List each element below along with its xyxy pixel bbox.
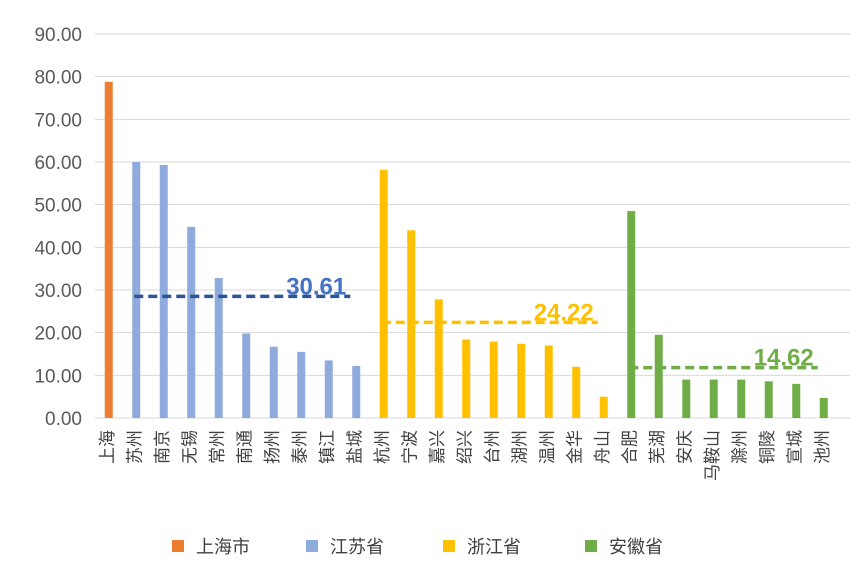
legend: 上海市 江苏省 浙江省 安徽省 bbox=[172, 537, 663, 558]
average-label: 14.62 bbox=[754, 345, 814, 372]
bar bbox=[489, 341, 498, 418]
bar bbox=[352, 365, 361, 418]
bar bbox=[764, 381, 773, 418]
category-label: 扬州 bbox=[263, 430, 283, 464]
legend-swatch bbox=[443, 540, 455, 552]
category-label: 合肥 bbox=[620, 430, 640, 464]
bar bbox=[269, 346, 278, 418]
bar bbox=[132, 162, 141, 418]
category-label: 宁波 bbox=[400, 430, 420, 464]
bar bbox=[737, 379, 746, 418]
bar bbox=[544, 345, 553, 418]
y-tick-label: 90.00 bbox=[34, 25, 82, 46]
category-label: 宣城 bbox=[785, 430, 805, 464]
bar bbox=[792, 383, 801, 418]
y-tick-label: 10.00 bbox=[34, 366, 82, 387]
average-label: 24.22 bbox=[534, 299, 594, 326]
y-tick-label: 40.00 bbox=[34, 238, 82, 259]
bar bbox=[434, 299, 443, 418]
bar bbox=[654, 334, 663, 418]
category-label: 苏州 bbox=[125, 430, 145, 464]
category-label: 温州 bbox=[538, 430, 558, 464]
bar bbox=[709, 379, 718, 418]
category-label: 湖州 bbox=[510, 430, 530, 464]
legend-swatch bbox=[172, 540, 184, 552]
bar bbox=[214, 278, 223, 418]
y-axis-ticks: 0.00 10.00 20.00 30.00 40.00 50.00 60.00 70.00 8… bbox=[34, 25, 82, 430]
category-label: 上海 bbox=[98, 430, 118, 464]
category-label: 泰州 bbox=[290, 430, 310, 464]
category-label: 舟山 bbox=[593, 430, 613, 464]
category-labels: 上海 苏州 南京 无锡 常州 南通 扬州 泰州 镇江 盐城 杭州 宁波 嘉兴 绍兴 台州 湖州 温州 金华 舟山 合肥… bbox=[98, 430, 833, 481]
legend-label: 上海市 bbox=[196, 537, 250, 558]
y-tick-label: 60.00 bbox=[34, 153, 82, 174]
bar bbox=[242, 333, 251, 418]
category-label: 常州 bbox=[208, 430, 228, 464]
bar bbox=[682, 379, 691, 418]
category-label: 绍兴 bbox=[455, 430, 475, 464]
category-label: 台州 bbox=[483, 430, 503, 464]
average-label: 30.61 bbox=[286, 273, 346, 300]
bar bbox=[187, 226, 196, 418]
legend-label: 浙江省 bbox=[467, 537, 521, 558]
category-label: 马鞍山 bbox=[703, 430, 723, 481]
bar bbox=[599, 396, 608, 418]
y-tick-label: 20.00 bbox=[34, 324, 82, 345]
bar bbox=[819, 397, 828, 418]
category-label: 嘉兴 bbox=[428, 430, 448, 464]
bar bbox=[572, 366, 581, 418]
legend-swatch bbox=[306, 540, 318, 552]
category-label: 芜湖 bbox=[648, 430, 668, 464]
category-label: 杭州 bbox=[373, 430, 393, 464]
bar bbox=[324, 360, 333, 418]
y-tick-label: 30.00 bbox=[34, 281, 82, 302]
y-tick-label: 80.00 bbox=[34, 68, 82, 89]
category-label: 南京 bbox=[153, 430, 173, 464]
category-label: 无锡 bbox=[180, 430, 200, 464]
category-label: 镇江 bbox=[318, 430, 338, 464]
category-label: 池州 bbox=[813, 430, 833, 464]
category-label: 滁州 bbox=[730, 430, 750, 464]
category-label: 铜陵 bbox=[758, 430, 778, 464]
category-label: 金华 bbox=[565, 430, 585, 464]
category-label: 南通 bbox=[235, 430, 255, 464]
category-label: 盐城 bbox=[345, 430, 365, 464]
average-lines: 30.61 24.22 14.62 bbox=[134, 273, 818, 372]
gridlines bbox=[95, 33, 850, 419]
legend-label: 江苏省 bbox=[330, 537, 384, 558]
legend-label: 安徽省 bbox=[609, 537, 663, 558]
legend-swatch bbox=[585, 540, 597, 552]
bar bbox=[517, 343, 526, 418]
bar bbox=[104, 81, 113, 418]
bar bbox=[297, 351, 306, 418]
y-tick-label: 50.00 bbox=[34, 196, 82, 217]
bar bbox=[462, 339, 471, 418]
bar bbox=[627, 211, 636, 418]
y-tick-label: 70.00 bbox=[34, 110, 82, 131]
bar bbox=[379, 169, 388, 418]
bar bbox=[159, 164, 168, 418]
category-label: 安庆 bbox=[675, 430, 695, 464]
y-tick-label: 0.00 bbox=[45, 409, 82, 430]
